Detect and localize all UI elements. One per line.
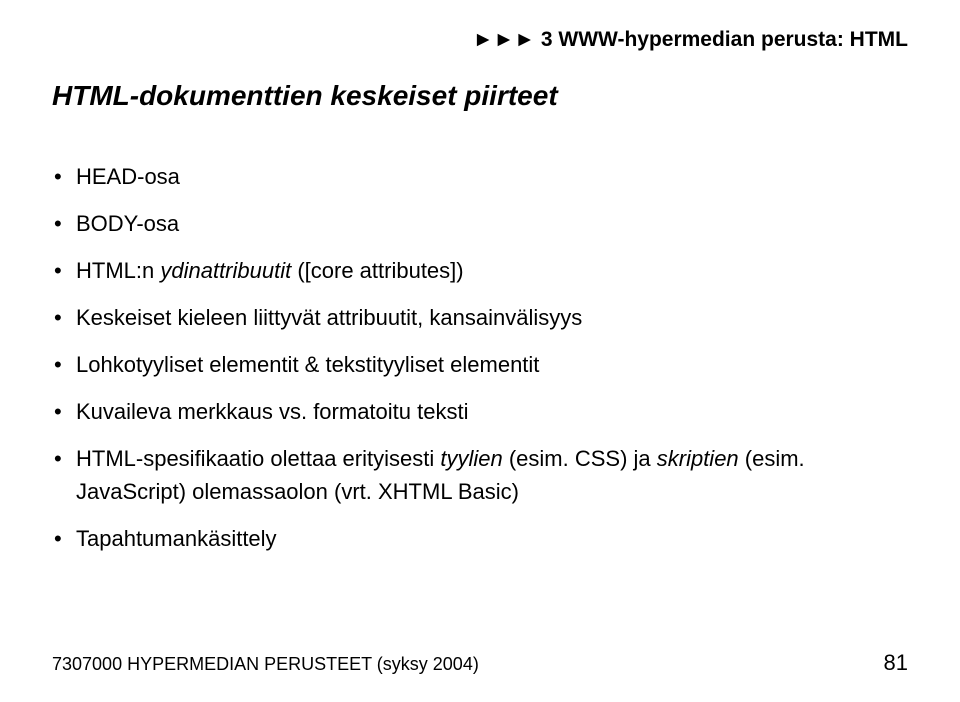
text-segment: Kuvaileva merkkaus vs. formatoitu teksti: [76, 399, 468, 424]
text-segment: Tapahtumankäsittely: [76, 526, 277, 551]
page-title: HTML-dokumenttien keskeiset piirteet: [52, 80, 908, 112]
footer-course: 7307000 HYPERMEDIAN PERUSTEET (syksy 200…: [52, 654, 479, 675]
text-segment: (esim. CSS) ja: [503, 446, 657, 471]
list-item: Lohkotyyliset elementit & tekstityyliset…: [52, 348, 908, 381]
header-arrows: ►►►: [473, 28, 535, 51]
header-section: ►►► 3 WWW-hypermedian perusta: HTML: [52, 28, 908, 52]
footer-page-number: 81: [884, 650, 908, 676]
list-item: HEAD-osa: [52, 160, 908, 193]
list-item: Keskeiset kieleen liittyvät attribuutit,…: [52, 301, 908, 334]
text-segment: ([core attributes]): [291, 258, 463, 283]
list-item: HTML-spesifikaatio olettaa erityisesti t…: [52, 442, 908, 508]
header-text: 3 WWW-hypermedian perusta: HTML: [535, 28, 908, 51]
text-segment: BODY-osa: [76, 211, 179, 236]
text-segment: Lohkotyyliset elementit & tekstityyliset…: [76, 352, 539, 377]
text-segment: ydinattribuutit: [160, 258, 291, 283]
bullet-list: HEAD-osa BODY-osa HTML:n ydinattribuutit (…: [52, 160, 908, 555]
slide-page: ►►► 3 WWW-hypermedian perusta: HTML HTML…: [0, 0, 960, 702]
footer: 7307000 HYPERMEDIAN PERUSTEET (syksy 200…: [52, 650, 908, 676]
text-segment: Keskeiset kieleen liittyvät attribuutit,…: [76, 305, 582, 330]
text-segment: HEAD-osa: [76, 164, 180, 189]
list-item: Kuvaileva merkkaus vs. formatoitu teksti: [52, 395, 908, 428]
list-item: BODY-osa: [52, 207, 908, 240]
list-item: Tapahtumankäsittely: [52, 522, 908, 555]
text-segment: tyylien: [440, 446, 502, 471]
text-segment: HTML-spesifikaatio olettaa erityisesti: [76, 446, 440, 471]
list-item: HTML:n ydinattribuutit ([core attributes…: [52, 254, 908, 287]
text-segment: HTML:n: [76, 258, 160, 283]
text-segment: skriptien: [657, 446, 739, 471]
